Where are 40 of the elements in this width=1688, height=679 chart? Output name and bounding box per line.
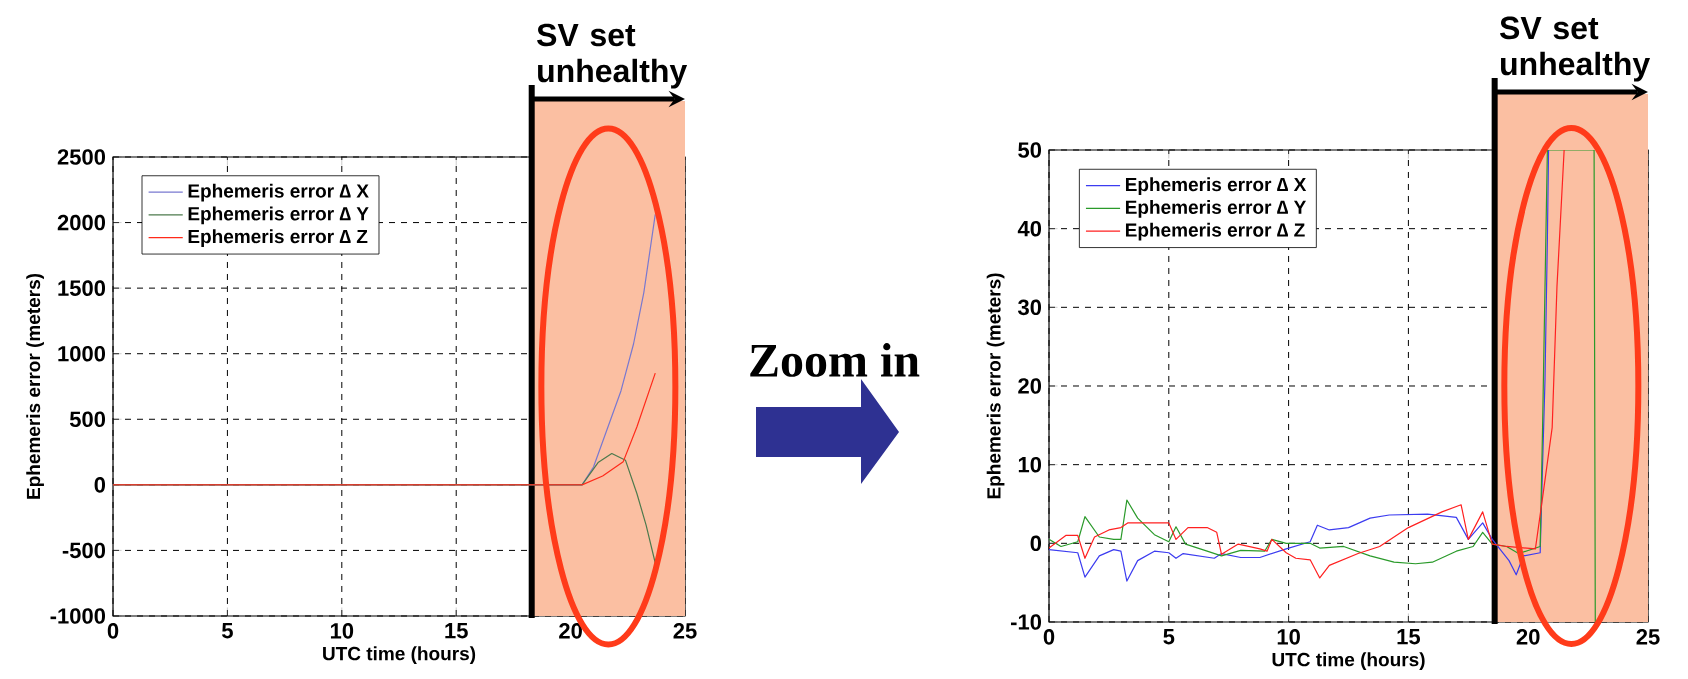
text: Zoom in <box>750 343 920 377</box>
y-tick-label: 50 <box>1018 142 1042 158</box>
y-tick-label: -500 <box>62 542 106 559</box>
band-label: SV set unhealthy <box>537 23 688 89</box>
y-tick-label: 500 <box>69 411 106 428</box>
y-tick-label: 1000 <box>58 345 106 362</box>
x-tick-label: 0 <box>107 623 119 639</box>
x-tick-label: 5 <box>1163 629 1175 645</box>
x-tick-label: 10 <box>330 623 354 639</box>
x-tick-label: 15 <box>445 623 468 639</box>
y-tick-label: -10 <box>1010 614 1042 630</box>
band-label: SV set unhealthy <box>1499 16 1651 82</box>
legend-label: Ephemeris error ∆ X <box>1125 177 1307 195</box>
y-tick-label: 2000 <box>57 214 106 231</box>
y-tick-label: 10 <box>1018 456 1042 473</box>
y-tick-label: -1000 <box>50 608 106 624</box>
x-tick-label: 25 <box>1636 629 1660 645</box>
legend-label: Ephemeris error ∆ Y <box>1125 200 1306 218</box>
x-tick-label: 20 <box>1516 629 1540 645</box>
y-tick-label: 2500 <box>57 149 106 165</box>
x-tick-label: 10 <box>1277 629 1300 645</box>
y-axis-title: Ephemeris error (meters) <box>26 273 44 499</box>
x-axis-title: UTC time (hours) <box>323 646 476 665</box>
x-tick-label: 15 <box>1397 629 1421 645</box>
x-tick-label: 5 <box>221 623 233 639</box>
y-axis-title: Ephemeris error (meters) <box>986 273 1005 499</box>
x-axis-title: UTC time (hours) <box>1272 652 1425 671</box>
y-tick-label: 30 <box>1017 299 1042 316</box>
y-tick-label: 40 <box>1017 220 1042 237</box>
y-tick-label: 20 <box>1018 378 1042 394</box>
legend-label: Ephemeris error ∆ X <box>188 183 369 202</box>
legend-label: Ephemeris error ∆ Y <box>188 206 369 225</box>
x-tick-label: 0 <box>1043 629 1055 645</box>
x-tick-label: 20 <box>559 623 582 639</box>
legend-label: Ephemeris error ∆ Z <box>1125 222 1305 241</box>
y-tick-label: 0 <box>94 477 106 493</box>
legend-label: Ephemeris error ∆ Z <box>188 229 368 248</box>
y-tick-label: 0 <box>1030 535 1042 552</box>
y-tick-label: 1500 <box>58 280 106 296</box>
x-tick-label: 25 <box>673 623 697 639</box>
